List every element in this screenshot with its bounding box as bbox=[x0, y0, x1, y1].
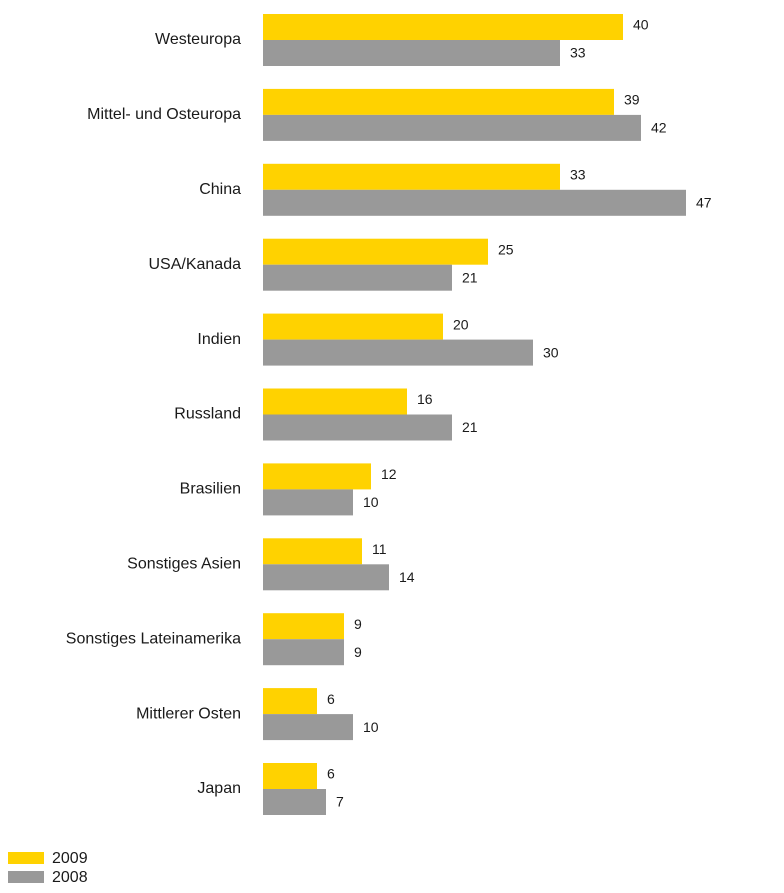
legend-swatch-2008 bbox=[8, 871, 44, 883]
value-label: 33 bbox=[570, 167, 586, 183]
bar-2008 bbox=[263, 564, 389, 591]
category-label: Mittlerer Osten bbox=[136, 705, 241, 722]
category-label: Westeuropa bbox=[155, 31, 241, 48]
bar-2009 bbox=[263, 388, 407, 415]
value-label: 14 bbox=[399, 569, 415, 585]
bar-2008 bbox=[263, 114, 641, 141]
value-label: 12 bbox=[381, 466, 397, 482]
legend-label-2009: 2009 bbox=[52, 850, 88, 867]
bar-2008 bbox=[263, 264, 452, 291]
bar-2009 bbox=[263, 688, 317, 715]
value-label: 20 bbox=[453, 316, 469, 332]
value-label: 42 bbox=[651, 120, 667, 136]
value-label: 21 bbox=[462, 269, 478, 285]
bar-2009 bbox=[263, 14, 623, 40]
value-label: 40 bbox=[633, 17, 649, 33]
value-label: 16 bbox=[417, 391, 433, 407]
value-label: 25 bbox=[498, 241, 514, 257]
value-label: 6 bbox=[327, 691, 335, 707]
bar-2009 bbox=[263, 763, 317, 789]
value-label: 33 bbox=[570, 45, 586, 61]
category-label: Russland bbox=[174, 406, 241, 423]
bars bbox=[263, 14, 686, 815]
value-label: 39 bbox=[624, 92, 640, 108]
value-label: 21 bbox=[462, 419, 478, 435]
bar-2008 bbox=[263, 639, 344, 666]
value-label: 47 bbox=[696, 195, 712, 211]
category-label: Mittel- und Osteuropa bbox=[87, 106, 241, 123]
category-label: Japan bbox=[197, 780, 241, 797]
bar-2008 bbox=[263, 189, 686, 216]
category-label: USA/Kanada bbox=[148, 256, 241, 273]
category-label: China bbox=[199, 181, 241, 198]
category-label: Sonstiges Asien bbox=[127, 556, 241, 573]
bar-2009 bbox=[263, 538, 362, 565]
value-label: 10 bbox=[363, 719, 379, 735]
bar-2008 bbox=[263, 714, 353, 741]
bar-2009 bbox=[263, 613, 344, 640]
bar-2008 bbox=[263, 489, 353, 516]
value-label: 11 bbox=[372, 541, 387, 557]
legend: 2009 2008 bbox=[8, 850, 88, 886]
legend-swatch-2009 bbox=[8, 852, 44, 864]
value-label: 9 bbox=[354, 644, 362, 660]
legend-label-2008: 2008 bbox=[52, 869, 88, 886]
bar-2009 bbox=[263, 238, 488, 265]
value-label: 6 bbox=[327, 766, 335, 782]
value-label: 30 bbox=[543, 344, 559, 360]
bar-2009 bbox=[263, 463, 371, 490]
bar-2009 bbox=[263, 163, 560, 190]
value-label: 7 bbox=[336, 794, 344, 810]
category-label: Sonstiges Lateinamerika bbox=[66, 630, 241, 647]
category-label: Indien bbox=[197, 331, 241, 348]
bar-2008 bbox=[263, 789, 326, 815]
category-labels: Westeuropa Mittel- und Osteuropa China USA/… bbox=[66, 31, 241, 797]
value-label: 9 bbox=[354, 616, 362, 632]
category-label: Brasilien bbox=[180, 481, 241, 498]
value-label: 10 bbox=[363, 494, 379, 510]
bar-2009 bbox=[263, 88, 614, 115]
bar-2008 bbox=[263, 414, 452, 441]
bar-2009 bbox=[263, 313, 443, 340]
bar-2008 bbox=[263, 339, 533, 366]
bar-2008 bbox=[263, 40, 560, 66]
